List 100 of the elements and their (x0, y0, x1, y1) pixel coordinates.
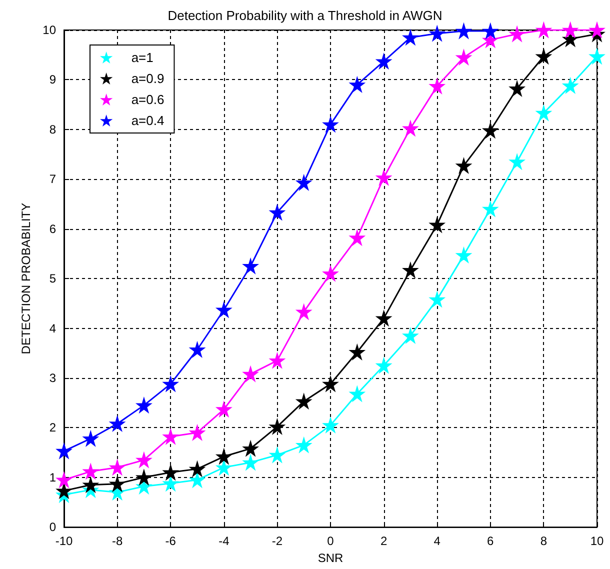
point (562, 78, 578, 94)
point (270, 448, 285, 463)
x-tick-label: 0 (327, 534, 334, 548)
x-tick-label: -8 (112, 534, 123, 548)
x-tick-label: 10 (590, 534, 604, 548)
point (216, 449, 232, 464)
point (83, 464, 98, 479)
point (536, 22, 552, 38)
point (270, 204, 285, 220)
point (190, 461, 205, 476)
point (482, 23, 498, 38)
y-tick-label: 5 (49, 272, 56, 286)
point (163, 464, 178, 480)
x-axis-title: SNR (318, 551, 344, 565)
point (402, 120, 418, 136)
point (216, 302, 232, 318)
point (482, 122, 498, 138)
x-tick-label: -4 (218, 534, 230, 548)
y-tick-label: 0 (49, 520, 56, 534)
y-tick-label: 10 (42, 23, 56, 37)
legend-label: a=0.4 (131, 113, 164, 128)
x-tick-label: 4 (434, 534, 441, 548)
point (56, 483, 72, 498)
point (216, 402, 232, 417)
point (536, 48, 552, 64)
point (56, 444, 72, 459)
point (350, 386, 365, 402)
point (83, 477, 98, 492)
point (456, 50, 472, 65)
point (536, 106, 552, 121)
point (456, 248, 472, 263)
point (376, 54, 392, 69)
point (562, 22, 578, 38)
point (110, 416, 125, 432)
point (163, 476, 178, 491)
point (402, 262, 418, 278)
point (163, 429, 178, 444)
point (110, 460, 125, 475)
point (243, 441, 258, 456)
point (402, 328, 418, 344)
point (323, 418, 338, 433)
point (190, 472, 205, 488)
point (402, 30, 418, 45)
point (83, 431, 98, 446)
point (456, 158, 472, 174)
y-tick-label: 8 (49, 122, 56, 136)
x-tick-label: -6 (165, 534, 176, 548)
point (296, 438, 312, 453)
point (270, 419, 285, 434)
y-tick-label: 4 (49, 321, 56, 336)
point (243, 258, 258, 274)
point (270, 353, 285, 368)
y-tick-label: 2 (49, 420, 56, 435)
point (510, 81, 525, 96)
x-tick-label: 2 (380, 534, 388, 548)
point (430, 78, 445, 94)
x-tick-label: -2 (272, 534, 283, 548)
point (136, 470, 152, 485)
point (323, 266, 338, 282)
point (430, 217, 445, 232)
point (376, 358, 392, 374)
point (430, 26, 445, 41)
point (136, 452, 152, 468)
point (190, 425, 205, 440)
x-tick-label: 8 (540, 534, 548, 548)
y-axis-title: DETECTION PROBABILITY (18, 202, 33, 354)
point (350, 230, 365, 246)
point (243, 454, 258, 470)
point (243, 366, 258, 382)
point (350, 77, 365, 92)
point (136, 398, 152, 413)
point (110, 476, 125, 492)
x-tick-label: -10 (55, 534, 73, 548)
point (482, 201, 498, 216)
point (376, 310, 392, 326)
y-tick-label: 1 (49, 470, 56, 484)
point (190, 342, 205, 358)
y-tick-label: 3 (49, 370, 56, 385)
point (456, 23, 472, 38)
point (56, 472, 72, 488)
point (296, 304, 312, 320)
point (590, 22, 604, 38)
point (296, 394, 312, 409)
point (163, 376, 178, 392)
y-tick-label: 6 (49, 222, 56, 236)
point (590, 48, 604, 64)
legend-label: a=1 (131, 50, 154, 65)
point (323, 116, 338, 132)
point (323, 376, 338, 392)
legend-label: a=0.6 (131, 92, 164, 107)
x-tick-label: 6 (487, 534, 494, 548)
point (216, 460, 232, 475)
point (430, 292, 445, 307)
point (510, 26, 525, 42)
legend-label: a=0.9 (131, 71, 164, 86)
y-tick-label: 7 (49, 172, 56, 186)
point (296, 175, 312, 190)
point (350, 344, 365, 360)
chart-title: Detection Probability with a Threshold in AWGN (168, 8, 442, 23)
point (376, 170, 392, 186)
